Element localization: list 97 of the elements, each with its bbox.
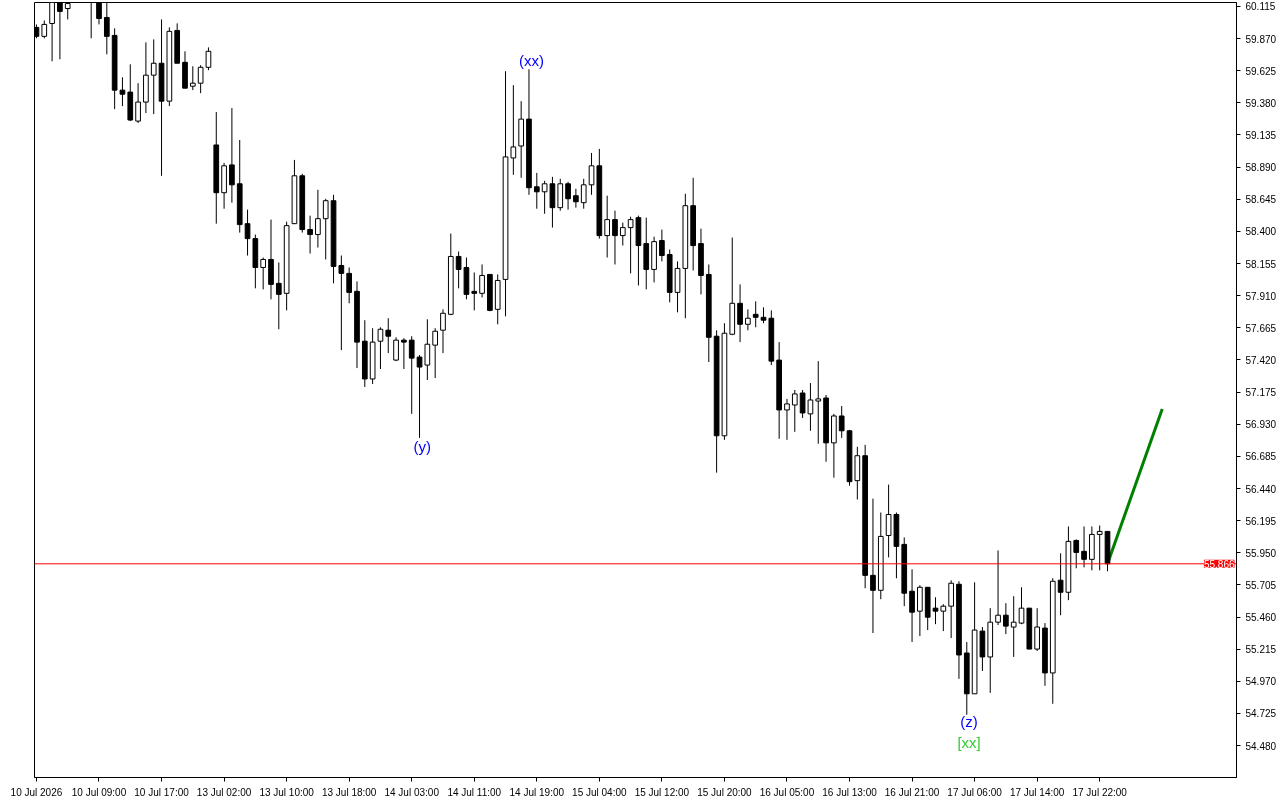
y-tick-label: 59.135 [1245,129,1277,141]
x-tick-label: 10 Jul 17:00 [134,786,190,798]
x-tick-label: 13 Jul 02:00 [196,786,252,798]
y-tick-label: 56.195 [1245,515,1277,527]
candlestick [197,64,204,94]
x-tick-label: 17 Jul 14:00 [1009,786,1065,798]
y-tick-label: 55.460 [1245,612,1277,624]
y-tick-label: 58.155 [1245,258,1277,270]
x-tick-label: 14 Jul 03:00 [384,786,440,798]
candlestick [737,283,743,343]
candlestick [1073,538,1080,569]
x-tick-label: 17 Jul 06:00 [947,786,1003,798]
candlestick [322,198,329,260]
y-tick-label: 57.175 [1245,387,1277,399]
candlestick [995,549,1001,626]
candlestick [432,327,439,379]
candlestick [377,326,384,370]
x-tick-label: 16 Jul 21:00 [884,786,940,798]
candlestick [815,360,822,445]
candlestick [573,188,579,209]
candlestick [909,568,915,643]
candlestick [150,38,157,115]
x-tick-label: 15 Jul 12:00 [634,786,690,798]
candlestick [275,261,282,330]
candlestick [119,76,126,107]
y-tick-label: 59.380 [1245,97,1277,109]
y-tick-label: 57.910 [1245,290,1277,302]
candlestick [619,222,626,247]
candlestick [229,107,235,204]
candlestick [346,266,353,304]
candlestick [784,398,790,441]
candlestick [917,584,923,637]
x-tick-label: 14 Jul 19:00 [509,786,565,798]
candlestick [479,263,485,298]
candlestick [838,405,845,439]
annotation: (y) [413,438,431,456]
y-tick-label: 57.665 [1245,322,1277,334]
x-tick-label: 13 Jul 10:00 [259,786,315,798]
y-tick-label: 54.480 [1245,740,1277,752]
y-tick-label: 55.705 [1245,579,1277,591]
candlestick [1003,602,1009,635]
x-tick-label: 10 Jul 09:00 [71,786,127,798]
candlestick [1034,607,1040,652]
candlestick [580,178,587,210]
annotation: [xx] [957,734,981,752]
candlestick [604,195,611,259]
x-tick-label: 15 Jul 20:00 [697,786,753,798]
x-tick-label: 17 Jul 22:00 [1072,786,1128,798]
y-tick-label: 56.685 [1245,451,1277,463]
candlestick [471,271,478,311]
y-tick-label: 55.950 [1245,547,1277,559]
y-tick-label: 55.215 [1245,644,1277,656]
y-tick-label: 58.645 [1245,194,1277,206]
candlestick [752,300,759,328]
candlestick [49,2,55,62]
annotation: (z) [960,713,978,731]
y-tick-label: 59.870 [1245,33,1277,45]
candlestick [948,579,954,639]
x-tick-label: 14 Jul 11:00 [447,786,502,798]
candlestick [1096,525,1103,571]
candlestick [1081,525,1087,568]
candlestick [565,181,571,211]
x-tick-label: 13 Jul 18:00 [321,786,377,798]
candlestick [385,317,392,354]
candlestick [307,215,313,255]
y-tick-label: 57.420 [1245,354,1277,366]
candlestick [659,229,665,262]
annotation: (xx) [519,51,545,69]
y-tick-label: 59.625 [1245,65,1277,77]
candlestick [870,498,876,634]
candlestick [135,82,141,124]
y-tick-label: 58.400 [1245,226,1277,238]
candlestick [408,335,415,415]
x-tick-label: 16 Jul 05:00 [759,786,815,798]
candlestick [791,389,798,433]
y-tick-label: 56.440 [1245,483,1277,495]
x-tick-label: 16 Jul 13:00 [822,786,878,798]
candlestick [189,65,196,91]
candlestick [612,210,618,265]
x-tick-label: 15 Jul 04:00 [572,786,628,798]
candlestick [205,46,212,71]
candlestick [1010,595,1017,658]
candlestick [260,257,267,290]
candlestick [745,308,751,331]
candlestick [557,178,564,212]
ref-line-label: 55.866 [1203,558,1235,570]
y-tick-label: 58.890 [1245,162,1277,174]
candlestick [440,308,446,354]
candlestick [401,337,407,370]
candlestick [57,2,63,60]
y-tick-label: 54.725 [1245,708,1277,720]
y-tick-label: 60.115 [1245,1,1276,13]
y-tick-label: 56.930 [1245,419,1277,431]
candlestick [315,189,321,249]
x-tick-label: 10 Jul 2026 [10,786,63,798]
candlestick [533,172,540,210]
y-tick-label: 54.970 [1245,676,1277,688]
